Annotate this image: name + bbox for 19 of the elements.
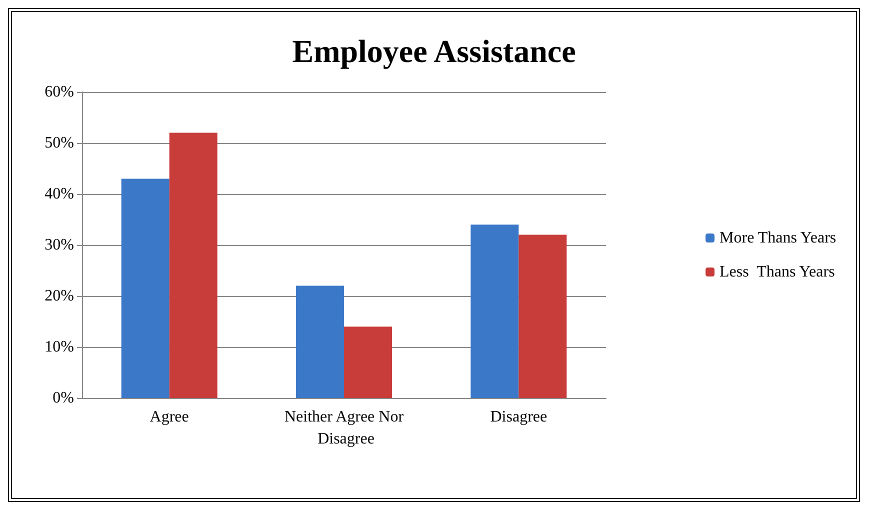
x-tick-label: Disagree: [490, 408, 548, 426]
legend-label: More Thans Years: [720, 230, 836, 246]
x-tick-label: Neither Agree Nor Disagree: [284, 408, 404, 448]
y-tick-label: 30%: [44, 236, 74, 254]
bar: [169, 132, 218, 398]
y-tick-label: 20%: [44, 288, 74, 304]
chart-title: Employee Assistance: [292, 33, 576, 69]
bar: [470, 224, 519, 398]
x-tick-label: Agree: [150, 408, 189, 426]
bar: [518, 234, 567, 398]
y-tick-label: 60%: [44, 84, 74, 100]
legend-label: Less Thans Years: [720, 264, 835, 280]
y-tick-label: 40%: [44, 186, 74, 202]
y-tick-label: 0%: [52, 390, 74, 406]
bar: [296, 286, 344, 398]
bar: [121, 178, 170, 398]
y-tick-label: 50%: [44, 134, 74, 152]
bar: [344, 326, 392, 398]
y-tick-label: 10%: [44, 338, 74, 356]
